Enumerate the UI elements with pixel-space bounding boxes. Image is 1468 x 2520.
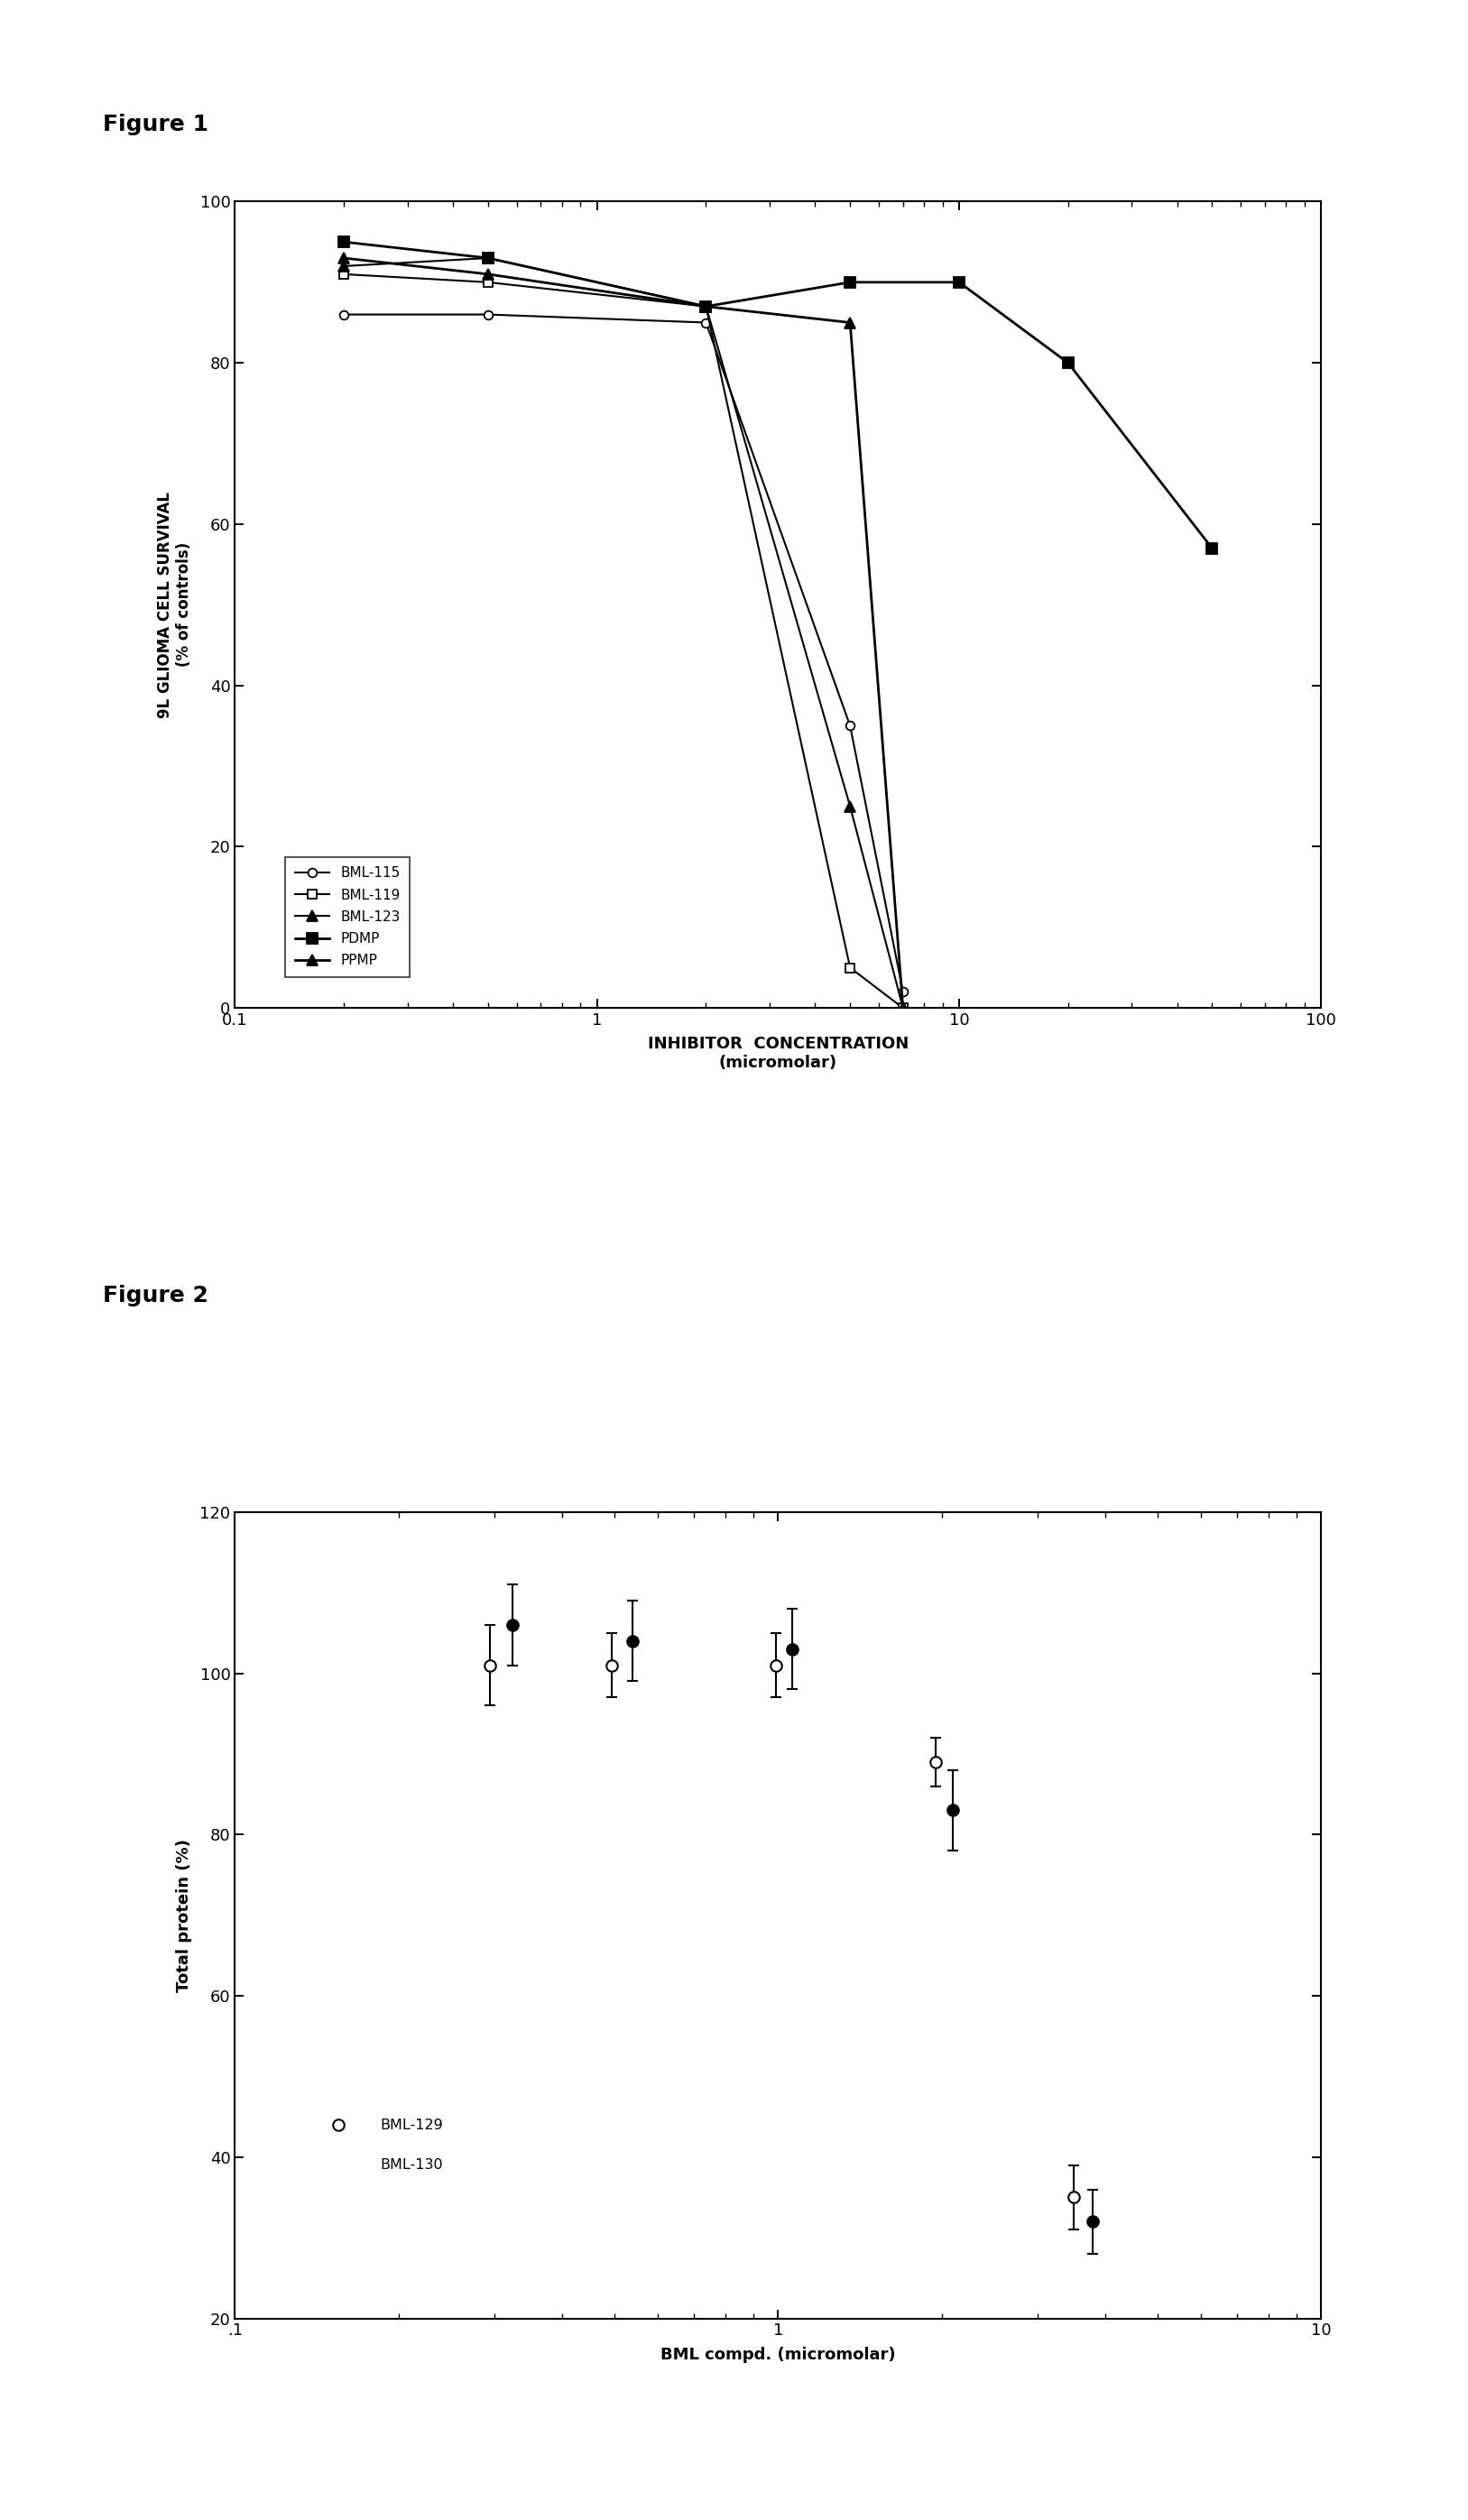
- BML-123: [697, 292, 715, 323]
- BML-123: [894, 993, 912, 1023]
- Text: Figure 1: Figure 1: [103, 113, 208, 136]
- BML-119: [894, 993, 912, 1023]
- BML-123: [479, 242, 496, 272]
- PDMP: [335, 227, 352, 257]
- Line: BML-119: BML-119: [339, 270, 907, 1013]
- PPMP: [335, 242, 352, 272]
- PDMP: [1204, 534, 1221, 564]
- PPMP: [697, 292, 715, 323]
- BML-115: [894, 978, 912, 1008]
- Legend: BML-115, BML-119, BML-123, PDMP, PPMP: BML-115, BML-119, BML-123, PDMP, PPMP: [285, 857, 410, 978]
- PDMP: [479, 242, 496, 272]
- BML-119: [697, 292, 715, 323]
- BML-115: [841, 711, 859, 741]
- Line: BML-123: BML-123: [339, 252, 909, 1013]
- BML-123: [335, 252, 352, 282]
- Text: Figure 2: Figure 2: [103, 1285, 208, 1308]
- PPMP: [841, 307, 859, 338]
- BML-119: [335, 260, 352, 290]
- PDMP: [697, 292, 715, 323]
- Line: BML-115: BML-115: [339, 310, 907, 995]
- PDMP: [841, 267, 859, 297]
- BML-115: [335, 300, 352, 330]
- BML-123: [841, 791, 859, 822]
- BML-119: [841, 953, 859, 983]
- PDMP: [950, 267, 967, 297]
- BML-119: [479, 267, 496, 297]
- PDMP: [1060, 348, 1078, 378]
- Y-axis label: 9L GLIOMA CELL SURVIVAL
(% of controls): 9L GLIOMA CELL SURVIVAL (% of controls): [157, 491, 192, 718]
- BML-115: [479, 300, 496, 330]
- Text: BML-130: BML-130: [380, 2160, 443, 2172]
- Line: PPMP: PPMP: [339, 252, 909, 1013]
- PPMP: [479, 260, 496, 290]
- BML-115: [697, 307, 715, 338]
- PPMP: [894, 993, 912, 1023]
- X-axis label: BML compd. (micromolar): BML compd. (micromolar): [661, 2346, 895, 2364]
- Text: BML-129: BML-129: [380, 2119, 443, 2132]
- Y-axis label: Total protein (%): Total protein (%): [176, 1840, 192, 1991]
- Line: PDMP: PDMP: [339, 237, 1217, 554]
- X-axis label: INHIBITOR  CONCENTRATION
(micromolar): INHIBITOR CONCENTRATION (micromolar): [647, 1036, 909, 1071]
